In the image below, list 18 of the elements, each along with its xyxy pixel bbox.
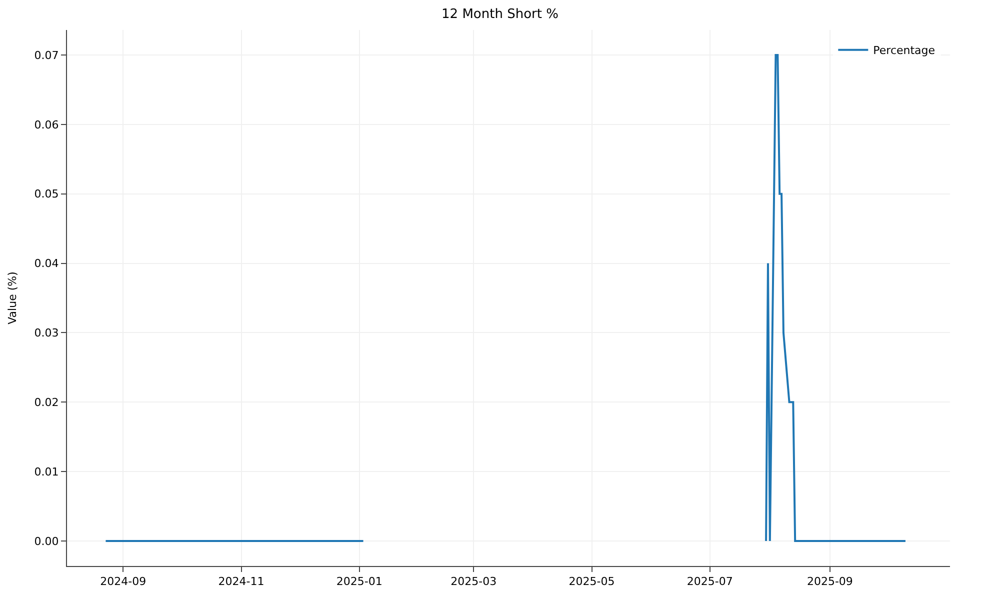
- y-tick-label: 0.04: [34, 257, 59, 270]
- y-tick-label: 0.01: [34, 465, 59, 478]
- y-tick-label: 0.07: [34, 48, 59, 62]
- x-tick-label: 2025-07: [686, 575, 733, 588]
- y-tick-label: 0.03: [34, 326, 59, 340]
- legend-label: Percentage: [873, 44, 936, 58]
- x-tick-label: 2025-05: [568, 575, 615, 588]
- y-tick-label: 0.00: [34, 534, 59, 548]
- x-tick-label: 2025-03: [450, 575, 497, 588]
- x-tick-label: 2024-11: [218, 575, 264, 588]
- x-tick-label: 2025-09: [806, 575, 853, 588]
- y-tick-label: 0.05: [34, 188, 59, 201]
- x-tick-label: 2024-09: [100, 575, 146, 588]
- y-tick-label: 0.06: [34, 118, 59, 132]
- chart-title: 12 Month Short %: [442, 7, 558, 22]
- x-tick-label: 2025-01: [336, 575, 382, 588]
- y-axis-title: Value (%): [6, 272, 19, 324]
- y-tick-label: 0.02: [34, 396, 59, 409]
